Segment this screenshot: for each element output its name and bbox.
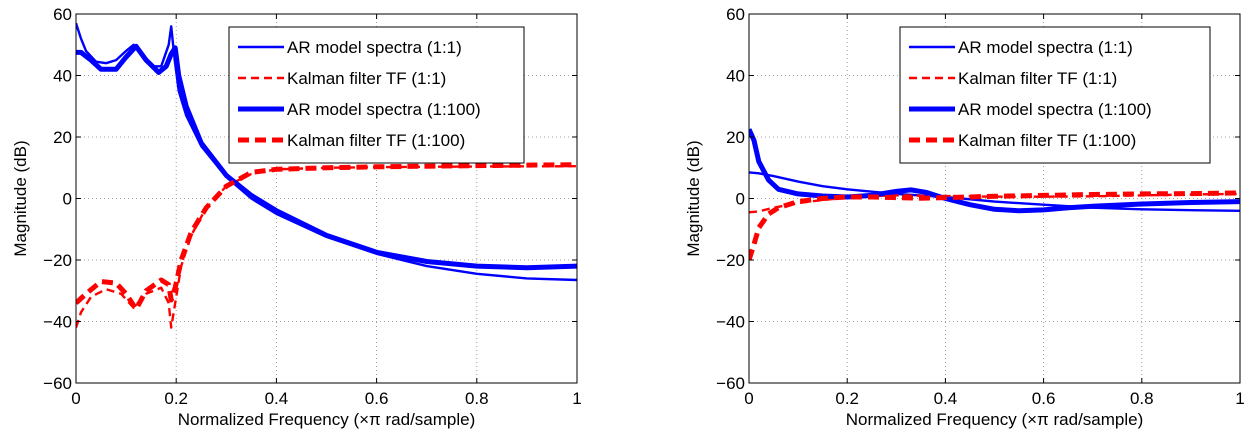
y-tick-label: −20 — [43, 251, 72, 270]
x-tick-label: 0.6 — [365, 389, 389, 408]
x-tick-label: 0 — [71, 389, 80, 408]
legend-label-1: AR model spectra (1:1) — [958, 38, 1133, 57]
y-tick-label: 0 — [736, 190, 745, 209]
series-line-3 — [76, 43, 577, 271]
y-tick-label: −40 — [43, 313, 72, 332]
legend: AR model spectra (1:1) Kalman filter TF (… — [228, 26, 525, 164]
x-tick-label: 0.2 — [835, 389, 859, 408]
y-tick-label: −20 — [716, 251, 745, 270]
left-plot: 0 0.2 0.4 0.6 0.8 1 −60 −40 −20 0 20 40 60 Normalized… — [11, 5, 582, 429]
x-tick-label: 1 — [1235, 389, 1244, 408]
y-tick-label: 0 — [63, 190, 72, 209]
y-tick-label: 40 — [726, 67, 745, 86]
right-plot: 0 0.2 0.4 0.6 0.8 1 −60 −40 −20 0 20 40 60 Normalized… — [684, 5, 1245, 429]
y-tick-label: −40 — [716, 313, 745, 332]
x-tick-label: 0 — [744, 389, 753, 408]
y-tick-label: −60 — [716, 374, 745, 393]
legend-label-4: Kalman filter TF (1:100) — [287, 131, 465, 150]
y-axis-label: Magnitude (dB) — [11, 140, 30, 256]
x-tick-label: 0.4 — [934, 389, 958, 408]
y-tick-label: −60 — [43, 374, 72, 393]
x-tick-label: 0.4 — [265, 389, 289, 408]
y-tick-label: 20 — [53, 128, 72, 147]
legend-label-4: Kalman filter TF (1:100) — [958, 131, 1136, 150]
y-tick-label: 40 — [53, 67, 72, 86]
x-tick-label: 0.2 — [164, 389, 188, 408]
x-axis-label: Normalized Frequency (×π rad/sample) — [846, 410, 1144, 429]
x-tick-label: 0.8 — [1130, 389, 1154, 408]
y-axis-label: Magnitude (dB) — [684, 140, 703, 256]
legend: AR model spectra (1:1) Kalman filter TF (… — [899, 26, 1211, 164]
legend-label-1: AR model spectra (1:1) — [287, 38, 462, 57]
series-line-3 — [749, 128, 1240, 214]
x-tick-label: 0.8 — [465, 389, 489, 408]
y-tick-label: 60 — [726, 5, 745, 24]
legend-label-2: Kalman filter TF (1:1) — [287, 69, 446, 88]
grid — [76, 14, 577, 383]
x-tick-label: 0.6 — [1032, 389, 1056, 408]
legend-label-3: AR model spectra (1:100) — [958, 100, 1152, 119]
y-tick-label: 20 — [726, 128, 745, 147]
series-line-4 — [76, 162, 577, 312]
y-tick-label: 60 — [53, 5, 72, 24]
legend-label-2: Kalman filter TF (1:1) — [958, 69, 1117, 88]
x-axis-label: Normalized Frequency (×π rad/sample) — [178, 410, 476, 429]
series-group — [749, 128, 1240, 261]
series-group — [76, 22, 577, 329]
x-tick-label: 1 — [572, 389, 581, 408]
legend-label-3: AR model spectra (1:100) — [287, 100, 481, 119]
